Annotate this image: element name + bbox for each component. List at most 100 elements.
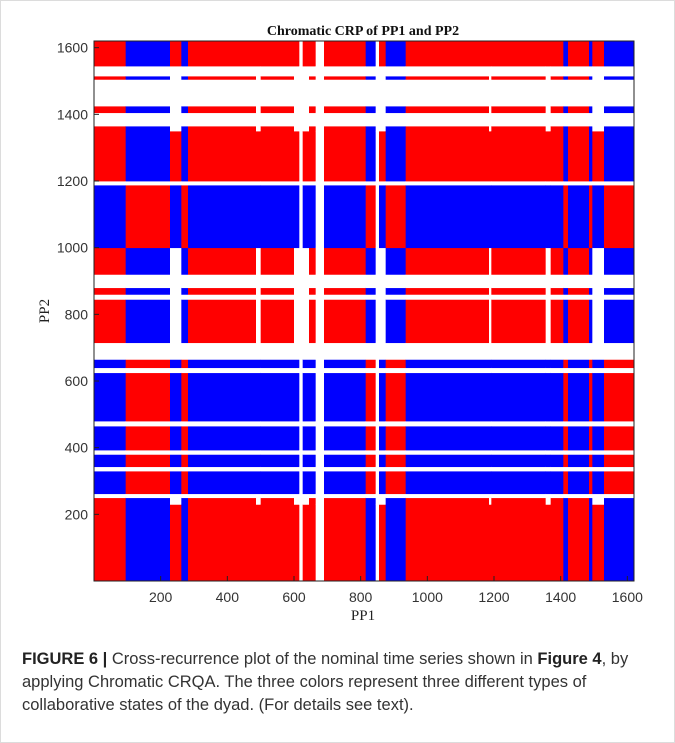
recurrence-cell	[405, 181, 490, 186]
recurrence-cell	[491, 421, 547, 427]
recurrence-cell	[589, 76, 593, 80]
recurrence-cell	[294, 504, 300, 582]
recurrence-cell	[309, 185, 317, 249]
recurrence-cell	[309, 247, 317, 275]
recurrence-cell	[385, 372, 407, 422]
recurrence-cell	[302, 454, 310, 468]
recurrence-cell	[545, 112, 552, 127]
recurrence-cell	[260, 493, 295, 499]
recurrence-cell	[375, 274, 380, 289]
recurrence-cell	[170, 466, 182, 472]
recurrence-cell	[563, 41, 569, 67]
recurrence-cell	[94, 106, 127, 114]
recurrence-cell	[405, 454, 490, 468]
recurrence-cell	[170, 493, 182, 499]
recurrence-cell	[375, 493, 380, 499]
recurrence-cell	[589, 185, 593, 249]
recurrence-cell	[550, 493, 564, 499]
recurrence-cell	[302, 359, 310, 369]
recurrence-cell	[545, 181, 552, 186]
figure-reference-link[interactable]: Figure 4	[537, 650, 602, 668]
recurrence-cell	[299, 421, 304, 427]
recurrence-cell	[379, 504, 387, 582]
recurrence-cell	[188, 421, 257, 427]
recurrence-cell	[405, 294, 490, 300]
recurrence-cell	[489, 79, 492, 107]
recurrence-cell	[256, 471, 262, 495]
recurrence-cell	[592, 299, 605, 344]
recurrence-cell	[405, 372, 490, 422]
recurrence-cell	[315, 426, 325, 451]
recurrence-cell	[375, 426, 380, 451]
recurrence-cell	[324, 454, 367, 468]
recurrence-cell	[385, 126, 407, 132]
recurrence-cell	[568, 493, 590, 499]
recurrence-cell	[294, 66, 300, 77]
recurrence-cell	[260, 372, 295, 422]
recurrence-cell	[385, 504, 407, 582]
recurrence-cell	[491, 274, 547, 289]
recurrence-cell	[188, 299, 257, 344]
recurrence-cell	[170, 66, 182, 77]
recurrence-cell	[592, 504, 605, 582]
recurrence-cell	[589, 106, 593, 114]
recurrence-cell	[299, 247, 304, 275]
recurrence-cell	[365, 426, 377, 451]
recurrence-cell	[489, 471, 492, 495]
recurrence-cell	[563, 106, 569, 114]
recurrence-cell	[385, 274, 407, 289]
recurrence-cell	[545, 504, 552, 582]
recurrence-cell	[379, 359, 387, 369]
recurrence-cell	[489, 421, 492, 427]
recurrence-cell	[550, 426, 564, 451]
recurrence-cell	[309, 471, 317, 495]
recurrence-cell	[260, 79, 295, 107]
recurrence-cell	[299, 299, 304, 344]
recurrence-cell	[324, 112, 367, 127]
recurrence-cell	[491, 342, 547, 360]
recurrence-cell	[181, 287, 189, 295]
y-tick-label: 600	[65, 373, 89, 389]
recurrence-cell	[491, 454, 547, 468]
recurrence-cell	[260, 274, 295, 289]
recurrence-cell	[491, 504, 547, 582]
recurrence-cell	[491, 294, 547, 300]
recurrence-cell	[545, 294, 552, 300]
recurrence-cell	[309, 131, 317, 182]
recurrence-cell	[309, 359, 317, 369]
recurrence-cell	[489, 106, 492, 114]
recurrence-cell	[604, 131, 635, 182]
recurrence-cell	[170, 497, 182, 505]
recurrence-cell	[181, 126, 189, 132]
recurrence-cell	[379, 299, 387, 344]
recurrence-cell	[592, 359, 605, 369]
recurrence-cell	[181, 421, 189, 427]
recurrence-cell	[491, 181, 547, 186]
recurrence-cell	[181, 471, 189, 495]
recurrence-cell	[188, 287, 257, 295]
recurrence-cell	[489, 112, 492, 127]
recurrence-cell	[405, 421, 490, 427]
recurrence-cell	[302, 466, 310, 472]
recurrence-cell	[188, 367, 257, 374]
recurrence-cell	[604, 421, 635, 427]
recurrence-cell	[589, 299, 593, 344]
recurrence-cell	[550, 274, 564, 289]
recurrence-cell	[125, 471, 171, 495]
recurrence-cell	[592, 41, 605, 67]
recurrence-cell	[302, 274, 310, 289]
recurrence-cell	[604, 287, 635, 295]
recurrence-cell	[324, 287, 367, 295]
recurrence-cell	[324, 274, 367, 289]
recurrence-cell	[170, 372, 182, 422]
recurrence-cell	[379, 493, 387, 499]
recurrence-cell	[489, 466, 492, 472]
y-tick-label: 1000	[57, 240, 88, 256]
recurrence-cell	[592, 493, 605, 499]
recurrence-cell	[385, 76, 407, 80]
recurrence-cell	[545, 76, 552, 80]
recurrence-cell	[94, 342, 127, 360]
recurrence-cell	[188, 181, 257, 186]
recurrence-cell	[545, 106, 552, 114]
recurrence-cell	[181, 342, 189, 360]
